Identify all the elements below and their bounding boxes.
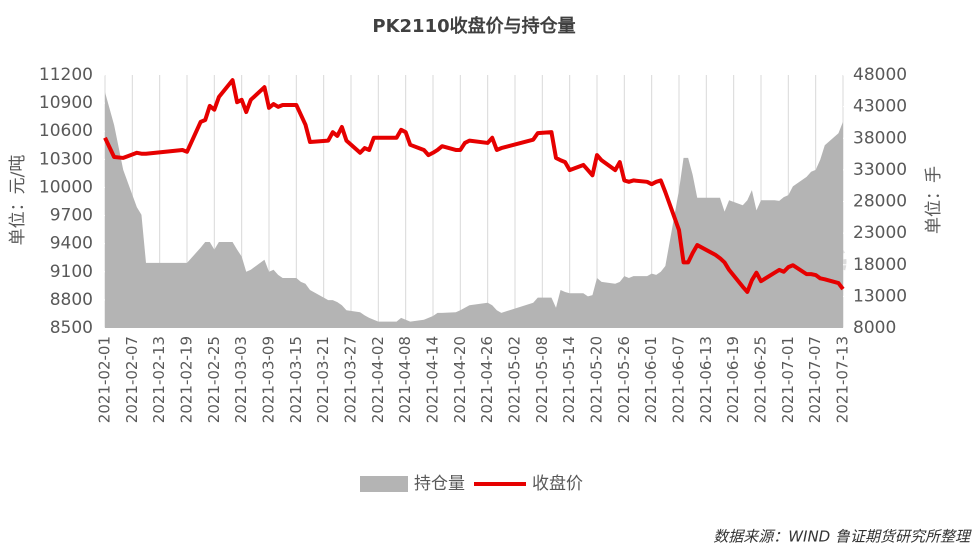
x-tick-label: 2021-04-20: [451, 336, 469, 423]
y-tick-label: 10600: [39, 121, 93, 141]
x-tick-label: 2021-07-01: [779, 336, 797, 423]
x-tick-label: 2021-02-25: [205, 336, 223, 423]
area: [105, 92, 843, 328]
x-tick-label: 2021-02-01: [96, 336, 114, 423]
y2-tick-label: 38000: [853, 128, 907, 148]
x-tick-label: 2021-05-08: [533, 336, 551, 423]
y2-tick-label: 28000: [853, 192, 907, 212]
y2-tick-label: 48000: [853, 65, 907, 85]
y2-tick-label: 8000: [853, 318, 896, 338]
x-tick-label: 2021-05-14: [560, 336, 578, 423]
source-note: 数据来源：WIND 鲁证期货研究所整理: [713, 528, 972, 546]
y-axis-label: 单位：元/吨: [8, 155, 28, 246]
y2-tick-label: 18000: [853, 255, 907, 275]
legend-swatch: [360, 476, 408, 492]
y-tick-label: 10900: [39, 93, 93, 113]
y-tick-label: 8800: [50, 290, 93, 310]
x-tick-label: 2021-07-07: [806, 336, 824, 423]
y-tick-label: 10000: [39, 177, 93, 197]
line: [103, 78, 845, 294]
x-tick-label: 2021-02-13: [150, 336, 168, 423]
x-tick-label: 2021-03-15: [287, 336, 305, 423]
y2-tick-label: 13000: [853, 286, 907, 306]
x-tick-label: 2021-06-01: [642, 336, 660, 423]
y-tick-label: 11200: [39, 65, 93, 85]
legend-label: 持仓量: [414, 474, 465, 494]
x-tick-label: 2021-05-02: [506, 336, 524, 423]
x-tick-label: 2021-03-09: [260, 336, 278, 423]
x-tick-label: 2021-04-26: [478, 336, 496, 423]
x-tick-label: 2021-06-13: [697, 336, 715, 423]
x-tick-label: 2021-06-19: [724, 336, 742, 423]
x-tick-label: 2021-05-20: [588, 336, 606, 423]
x-tick-label: 2021-07-13: [834, 336, 852, 423]
x-tick-label: 2021-03-03: [232, 336, 250, 423]
y-tick-label: 10300: [39, 149, 93, 169]
x-tick-label: 2021-04-02: [369, 336, 387, 423]
x-tick-label: 2021-03-21: [314, 336, 332, 423]
x-tick-label: 2021-06-25: [752, 336, 770, 423]
y2-tick-label: 23000: [853, 223, 907, 243]
y-tick-label: 8500: [50, 318, 93, 338]
legend-label: 收盘价: [532, 474, 583, 494]
x-tick-label: 2021-02-07: [123, 336, 141, 423]
y-tick-label: 9100: [50, 262, 93, 282]
y-tick-label: 9700: [50, 206, 93, 226]
y2-tick-label: 33000: [853, 160, 907, 180]
x-tick-label: 2021-04-14: [424, 336, 442, 423]
x-tick-label: 2021-02-19: [178, 336, 196, 423]
x-tick-label: 2021-04-08: [396, 336, 414, 423]
chart-title: PK2110收盘价与持仓量: [372, 15, 575, 37]
y-tick-label: 9400: [50, 234, 93, 254]
x-tick-label: 2021-06-07: [670, 336, 688, 423]
x-tick-label: 2021-03-27: [342, 336, 360, 423]
y2-axis-label: 单位：手: [924, 166, 944, 234]
x-tick-label: 2021-05-26: [615, 336, 633, 423]
y2-tick-label: 43000: [853, 97, 907, 117]
